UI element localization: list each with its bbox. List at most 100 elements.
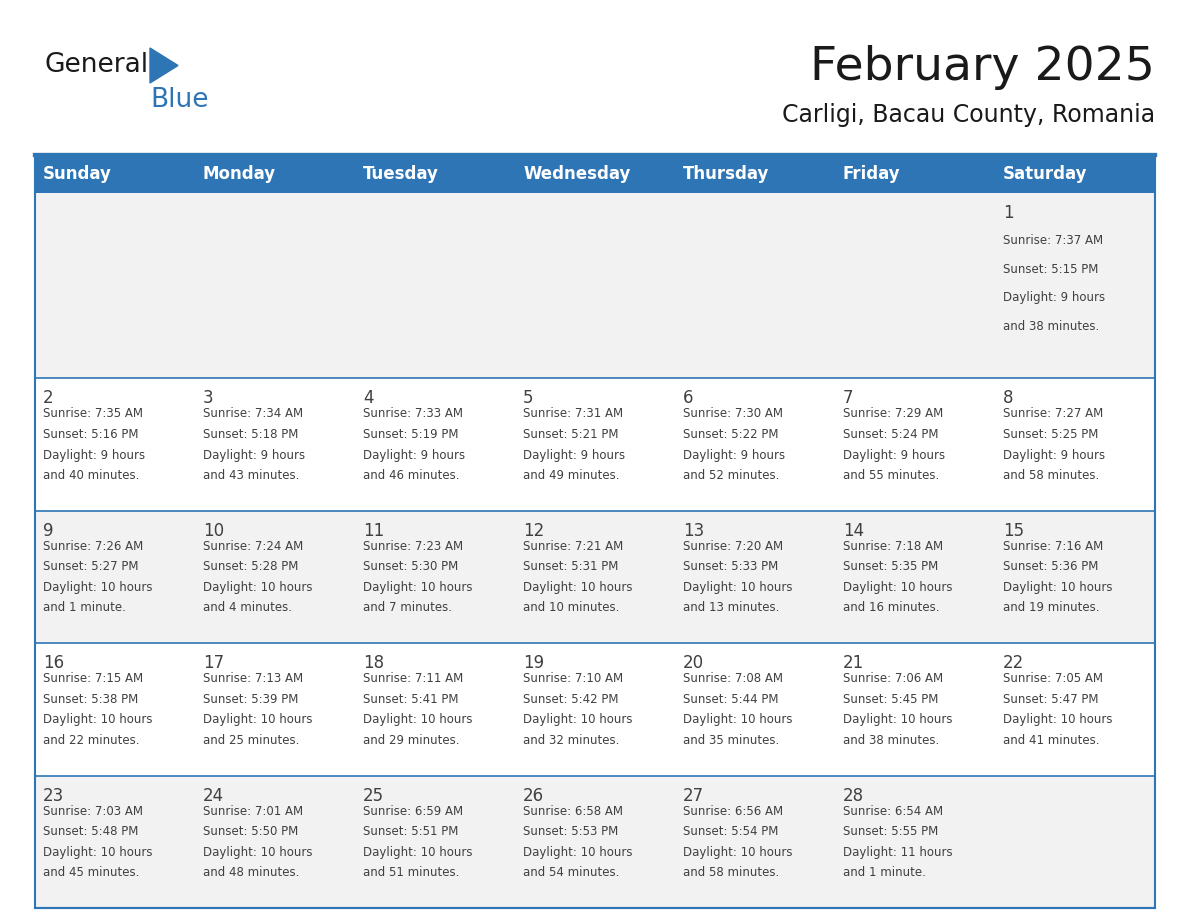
Text: Sunset: 5:41 PM: Sunset: 5:41 PM — [364, 693, 459, 706]
Text: Daylight: 10 hours: Daylight: 10 hours — [683, 581, 792, 594]
Text: Daylight: 9 hours: Daylight: 9 hours — [203, 449, 305, 462]
Text: 8: 8 — [1003, 389, 1013, 408]
Text: Daylight: 10 hours: Daylight: 10 hours — [43, 845, 152, 858]
Text: and 35 minutes.: and 35 minutes. — [683, 733, 779, 747]
Bar — [34, 776, 1155, 908]
Text: 17: 17 — [203, 655, 225, 672]
Text: 16: 16 — [43, 655, 64, 672]
Text: Sunset: 5:28 PM: Sunset: 5:28 PM — [203, 560, 298, 574]
Text: and 46 minutes.: and 46 minutes. — [364, 469, 460, 482]
Text: and 58 minutes.: and 58 minutes. — [1003, 469, 1099, 482]
Text: 1: 1 — [1003, 204, 1013, 222]
Text: and 22 minutes.: and 22 minutes. — [43, 733, 139, 747]
Text: and 1 minute.: and 1 minute. — [843, 867, 925, 879]
Text: Sunrise: 7:06 AM: Sunrise: 7:06 AM — [843, 672, 943, 686]
Text: and 13 minutes.: and 13 minutes. — [683, 601, 779, 614]
Text: and 10 minutes.: and 10 minutes. — [523, 601, 619, 614]
Bar — [34, 155, 1155, 193]
Text: and 45 minutes.: and 45 minutes. — [43, 867, 139, 879]
Text: Sunset: 5:24 PM: Sunset: 5:24 PM — [843, 428, 939, 441]
Text: Sunrise: 7:13 AM: Sunrise: 7:13 AM — [203, 672, 303, 686]
Text: Carligi, Bacau County, Romania: Carligi, Bacau County, Romania — [782, 103, 1155, 127]
Text: 22: 22 — [1003, 655, 1024, 672]
Text: Sunrise: 6:59 AM: Sunrise: 6:59 AM — [364, 805, 463, 818]
Text: Sunrise: 7:26 AM: Sunrise: 7:26 AM — [43, 540, 144, 553]
Text: Sunrise: 7:15 AM: Sunrise: 7:15 AM — [43, 672, 143, 686]
Text: 18: 18 — [364, 655, 384, 672]
Text: Daylight: 10 hours: Daylight: 10 hours — [203, 713, 312, 726]
Text: Daylight: 9 hours: Daylight: 9 hours — [843, 449, 946, 462]
Text: Sunset: 5:27 PM: Sunset: 5:27 PM — [43, 560, 139, 574]
Text: 25: 25 — [364, 787, 384, 804]
Text: Sunrise: 7:37 AM: Sunrise: 7:37 AM — [1003, 234, 1104, 247]
Text: Daylight: 10 hours: Daylight: 10 hours — [43, 713, 152, 726]
Text: Sunset: 5:54 PM: Sunset: 5:54 PM — [683, 825, 778, 838]
Text: 12: 12 — [523, 521, 544, 540]
Text: Sunrise: 7:31 AM: Sunrise: 7:31 AM — [523, 408, 624, 420]
Text: Sunrise: 7:05 AM: Sunrise: 7:05 AM — [1003, 672, 1102, 686]
Text: Daylight: 10 hours: Daylight: 10 hours — [523, 581, 632, 594]
Text: Sunrise: 6:56 AM: Sunrise: 6:56 AM — [683, 805, 783, 818]
Text: Sunset: 5:42 PM: Sunset: 5:42 PM — [523, 693, 619, 706]
Text: and 52 minutes.: and 52 minutes. — [683, 469, 779, 482]
Text: Sunset: 5:31 PM: Sunset: 5:31 PM — [523, 560, 619, 574]
Text: 3: 3 — [203, 389, 214, 408]
Text: and 40 minutes.: and 40 minutes. — [43, 469, 139, 482]
Text: Daylight: 10 hours: Daylight: 10 hours — [1003, 713, 1112, 726]
Text: Sunrise: 7:03 AM: Sunrise: 7:03 AM — [43, 805, 143, 818]
Text: and 29 minutes.: and 29 minutes. — [364, 733, 460, 747]
Text: 5: 5 — [523, 389, 533, 408]
Text: 9: 9 — [43, 521, 53, 540]
Text: Sunrise: 7:01 AM: Sunrise: 7:01 AM — [203, 805, 303, 818]
Text: and 49 minutes.: and 49 minutes. — [523, 469, 619, 482]
Text: Daylight: 10 hours: Daylight: 10 hours — [1003, 581, 1112, 594]
Text: 19: 19 — [523, 655, 544, 672]
Text: Sunset: 5:47 PM: Sunset: 5:47 PM — [1003, 693, 1099, 706]
Text: 6: 6 — [683, 389, 694, 408]
Text: 7: 7 — [843, 389, 853, 408]
Text: Daylight: 9 hours: Daylight: 9 hours — [1003, 291, 1105, 304]
Text: Blue: Blue — [150, 87, 209, 113]
Text: Sunrise: 7:20 AM: Sunrise: 7:20 AM — [683, 540, 783, 553]
Text: 14: 14 — [843, 521, 864, 540]
Polygon shape — [150, 48, 178, 83]
Text: Sunset: 5:16 PM: Sunset: 5:16 PM — [43, 428, 139, 441]
Text: Sunrise: 7:18 AM: Sunrise: 7:18 AM — [843, 540, 943, 553]
Text: and 54 minutes.: and 54 minutes. — [523, 867, 619, 879]
Text: Sunrise: 7:29 AM: Sunrise: 7:29 AM — [843, 408, 943, 420]
Text: Daylight: 10 hours: Daylight: 10 hours — [43, 581, 152, 594]
Text: 21: 21 — [843, 655, 864, 672]
Text: Sunset: 5:15 PM: Sunset: 5:15 PM — [1003, 263, 1099, 275]
Text: and 1 minute.: and 1 minute. — [43, 601, 126, 614]
Text: Sunrise: 7:08 AM: Sunrise: 7:08 AM — [683, 672, 783, 686]
Text: and 55 minutes.: and 55 minutes. — [843, 469, 940, 482]
Text: Sunset: 5:44 PM: Sunset: 5:44 PM — [683, 693, 778, 706]
Text: Sunrise: 6:58 AM: Sunrise: 6:58 AM — [523, 805, 623, 818]
Text: Daylight: 10 hours: Daylight: 10 hours — [523, 713, 632, 726]
Text: and 51 minutes.: and 51 minutes. — [364, 867, 460, 879]
Text: Sunrise: 7:16 AM: Sunrise: 7:16 AM — [1003, 540, 1104, 553]
Text: 24: 24 — [203, 787, 225, 804]
Text: 28: 28 — [843, 787, 864, 804]
Text: Saturday: Saturday — [1003, 165, 1087, 183]
Text: Daylight: 10 hours: Daylight: 10 hours — [364, 581, 473, 594]
Text: and 38 minutes.: and 38 minutes. — [1003, 320, 1099, 333]
Text: Sunrise: 7:10 AM: Sunrise: 7:10 AM — [523, 672, 624, 686]
Text: 26: 26 — [523, 787, 544, 804]
Text: Tuesday: Tuesday — [364, 165, 438, 183]
Text: Sunset: 5:38 PM: Sunset: 5:38 PM — [43, 693, 138, 706]
Bar — [34, 193, 1155, 378]
Text: Sunrise: 7:35 AM: Sunrise: 7:35 AM — [43, 408, 143, 420]
Text: Daylight: 9 hours: Daylight: 9 hours — [523, 449, 625, 462]
Text: 20: 20 — [683, 655, 704, 672]
Text: Daylight: 10 hours: Daylight: 10 hours — [523, 845, 632, 858]
Text: Sunrise: 7:23 AM: Sunrise: 7:23 AM — [364, 540, 463, 553]
Text: Sunset: 5:22 PM: Sunset: 5:22 PM — [683, 428, 778, 441]
Bar — [34, 155, 1155, 908]
Text: Sunset: 5:21 PM: Sunset: 5:21 PM — [523, 428, 619, 441]
Text: Daylight: 10 hours: Daylight: 10 hours — [683, 713, 792, 726]
Text: Daylight: 10 hours: Daylight: 10 hours — [203, 845, 312, 858]
Text: and 48 minutes.: and 48 minutes. — [203, 867, 299, 879]
Text: Daylight: 10 hours: Daylight: 10 hours — [203, 581, 312, 594]
Text: and 25 minutes.: and 25 minutes. — [203, 733, 299, 747]
